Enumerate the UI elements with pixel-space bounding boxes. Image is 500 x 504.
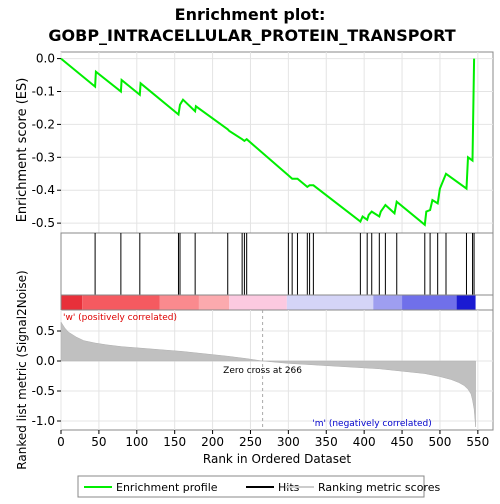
metric-y-tick-label: 0.5	[36, 324, 55, 338]
metric-y-axis: 0.5 0.0 -0.5 -1.0	[32, 324, 61, 428]
color-band-segment	[61, 295, 83, 310]
es-y-tick-label: -0.4	[32, 183, 55, 197]
metric-y-tick-label: -0.5	[32, 384, 55, 398]
chart-title-line1: Enrichment plot:	[175, 5, 326, 24]
ranking-color-band	[61, 295, 476, 310]
es-y-tick-label: -0.5	[32, 216, 55, 230]
x-tick-label: 500	[428, 435, 451, 449]
es-y-axis: 0.0 -0.1 -0.2 -0.3 -0.4 -0.5	[32, 52, 61, 230]
positive-correlation-label: 'w' (positively correlated)	[63, 313, 177, 323]
x-tick-label: 200	[201, 435, 224, 449]
color-band-segment	[198, 295, 230, 310]
metric-y-axis-label: Ranked list metric (Signal2Noise)	[15, 270, 29, 469]
es-panel-frame	[60, 51, 494, 234]
es-y-tick-label: 0.0	[36, 52, 55, 66]
x-tick-label: 550	[466, 435, 489, 449]
x-axis-label: Rank in Ordered Dataset	[203, 452, 351, 466]
color-band-segment	[402, 295, 457, 310]
negative-correlation-label: 'm' (negatively correlated)	[312, 419, 431, 429]
zero-cross-label: Zero cross at 266	[223, 366, 302, 376]
es-y-tick-label: -0.3	[32, 150, 55, 164]
x-tick-label: 0	[57, 435, 65, 449]
x-tick-label: 400	[353, 435, 376, 449]
enrichment-profile-line	[60, 57, 476, 227]
es-grid	[60, 52, 493, 233]
es-y-axis-label: Enrichment score (ES)	[15, 78, 30, 223]
x-tick-label: 300	[277, 435, 300, 449]
chart-title-line2: GOBP_INTRACELLULAR_PROTEIN_TRANSPORT	[48, 26, 455, 45]
color-band-segment	[82, 295, 160, 310]
x-tick-label: 350	[315, 435, 338, 449]
x-tick-label: 250	[239, 435, 262, 449]
legend-label-enrichment-profile: Enrichment profile	[116, 481, 218, 494]
x-tick-label: 50	[91, 435, 106, 449]
metric-y-tick-label: 0.0	[36, 354, 55, 368]
color-band-segment	[373, 295, 403, 310]
hits-marks	[94, 233, 475, 295]
x-tick-label: 100	[125, 435, 148, 449]
metric-y-tick-label: -1.0	[32, 414, 55, 428]
es-y-tick-label: -0.1	[32, 84, 55, 98]
color-band-segment	[286, 295, 374, 310]
legend-label-ranking-metric: Ranking metric scores	[318, 481, 440, 494]
color-band-segment	[159, 295, 199, 310]
ranking-metric-area	[60, 321, 476, 428]
es-y-tick-label: -0.2	[32, 117, 55, 131]
color-band-segment	[456, 295, 476, 310]
color-band-segment	[229, 295, 287, 310]
x-tick-label: 450	[391, 435, 414, 449]
x-tick-label: 150	[163, 435, 186, 449]
hits-panel-frame	[60, 232, 494, 296]
metric-x-axis: 0 50 100 150 200 250 300 350 400 450 500 550	[57, 430, 489, 449]
